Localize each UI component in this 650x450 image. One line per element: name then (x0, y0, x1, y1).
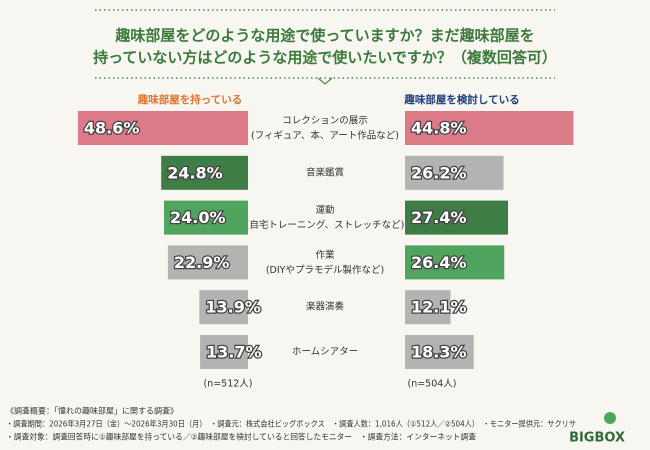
value-label: 26.2% (411, 163, 467, 182)
bar (405, 290, 451, 325)
footnote: ・調査期間：2026年3月27日（金）〜2026年3月30日（月） ・調査元：株… (6, 419, 576, 429)
category-label: 運動 (315, 205, 334, 216)
bar (199, 290, 248, 325)
value-label: 22.9% (174, 253, 230, 272)
category-note: (自宅トレーニング、ストレッチなど) (246, 219, 405, 231)
value-label: 24.0% (170, 208, 226, 227)
category-note: (フィギュア、本、アート作品など) (251, 130, 399, 142)
value-label: 26.4% (411, 253, 467, 272)
legend-label: 趣味部屋を検討している (403, 93, 519, 106)
logo-icon (604, 412, 616, 424)
sample-size: (n=512人) (203, 379, 252, 390)
logo: BIGBOX (569, 431, 625, 446)
footnote: 《調査概要：「憧れの趣味部屋」に関する調査》 (6, 406, 178, 416)
bar (405, 245, 505, 280)
value-label: 44.8% (411, 119, 467, 138)
bar (161, 155, 248, 190)
footnote: ・調査対象：調査回答時に①趣味部屋を持っている／②趣味部屋を検討していると回答し… (6, 432, 476, 442)
category-note: (DIYやプラモデル製作など) (266, 264, 384, 276)
bar (164, 200, 248, 235)
bar (405, 111, 574, 145)
category-label: 音楽鑑賞 (306, 166, 344, 178)
value-label: 13.9% (205, 298, 261, 317)
value-label: 24.8% (167, 163, 223, 182)
bar (405, 200, 509, 235)
value-label: 13.7% (206, 343, 262, 362)
bar (405, 335, 474, 369)
category-label: ホームシアター (292, 347, 358, 358)
value-label: 12.1% (411, 298, 467, 317)
category-label: コレクションの展示 (282, 116, 368, 127)
bar (405, 155, 504, 190)
bar (77, 111, 249, 145)
category-label: 楽器演奏 (306, 301, 345, 313)
bar (167, 245, 248, 280)
sample-size: (n=504人) (407, 379, 456, 390)
title: 持っていない方はどのような用途で使いたいですか？（複数回答可） (93, 49, 557, 67)
category-label: 作業 (315, 249, 335, 261)
value-label: 27.4% (411, 208, 467, 227)
title: 趣味部屋をどのような用途で使っていますか？まだ趣味部屋を (114, 27, 534, 45)
bar (200, 335, 248, 369)
value-label: 18.3% (411, 343, 467, 362)
chevron (317, 77, 333, 85)
legend-label: 趣味部屋を持っている (137, 93, 242, 106)
value-label: 48.6% (84, 119, 140, 138)
